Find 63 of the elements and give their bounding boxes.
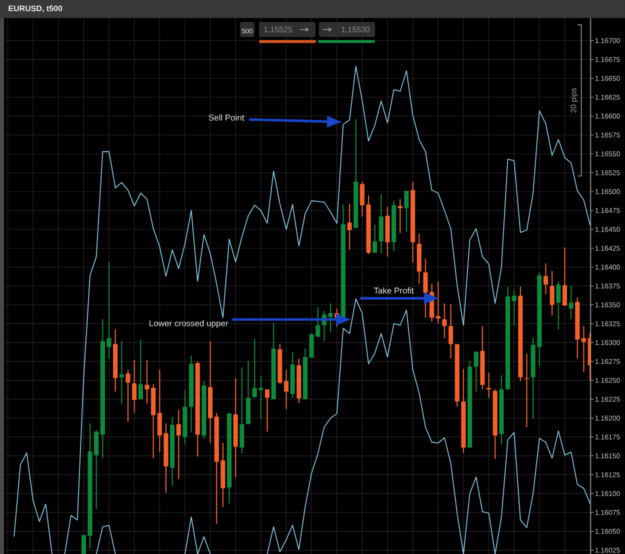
candlestick <box>264 389 270 432</box>
candlestick <box>347 204 352 250</box>
candlestick <box>436 281 440 324</box>
candlestick <box>575 297 580 358</box>
candlestick <box>328 303 333 332</box>
candlestick <box>550 270 554 316</box>
candlestick <box>195 361 200 457</box>
candlestick <box>461 369 466 453</box>
candlestick <box>138 340 143 400</box>
candlestick <box>505 286 510 390</box>
candlestick <box>302 348 308 400</box>
annotation: Take Profit <box>374 287 414 294</box>
candlestick <box>271 322 276 400</box>
candlestick <box>392 200 396 252</box>
candlestick <box>208 341 213 444</box>
candlestick <box>176 410 181 480</box>
candlestick <box>410 182 416 263</box>
candlestick <box>202 381 206 438</box>
candlestick <box>354 119 358 228</box>
chart-title: EURUSD, t500 <box>8 6 62 12</box>
candlestick <box>442 303 447 338</box>
annotation: Lower crossed upper <box>150 320 228 328</box>
candlestick <box>468 360 472 448</box>
candlestick <box>404 190 409 232</box>
candlestick <box>233 378 238 478</box>
candlestick <box>296 358 302 403</box>
candlestick <box>512 290 516 326</box>
candlestick <box>278 344 282 384</box>
candlestick <box>378 194 384 254</box>
candlestick <box>562 247 568 306</box>
candlestick <box>119 341 124 404</box>
candlestick <box>372 224 378 253</box>
candlestick <box>543 263 548 294</box>
candlestick <box>284 370 289 410</box>
annotation: 1.15525 <box>264 26 292 32</box>
candlestick <box>340 204 346 317</box>
candlestick <box>556 281 561 330</box>
candlestick <box>568 286 574 320</box>
candlestick <box>189 355 194 432</box>
candlestick <box>398 199 402 234</box>
candlestick <box>480 326 485 390</box>
candlestick <box>499 375 504 445</box>
candlestick <box>518 286 523 382</box>
candlestick <box>182 390 188 445</box>
candlestick <box>524 354 530 428</box>
candlestick <box>226 412 232 504</box>
annotation: 1.15530 <box>342 26 370 32</box>
candlestick <box>486 372 492 398</box>
annotation: Sell Point <box>208 114 244 121</box>
candlestick <box>448 304 454 358</box>
candlestick <box>474 352 478 392</box>
candlestick <box>240 368 244 454</box>
candlestick <box>581 326 586 372</box>
candlestick <box>246 360 251 424</box>
candlestick <box>290 352 295 398</box>
candlestick <box>170 417 175 486</box>
candlestick <box>126 370 130 422</box>
candlestick <box>492 389 498 459</box>
candlestick <box>113 329 118 392</box>
candlestick <box>416 234 422 284</box>
candlestick <box>385 206 390 257</box>
candlestick <box>454 344 460 407</box>
candlestick <box>132 360 137 413</box>
